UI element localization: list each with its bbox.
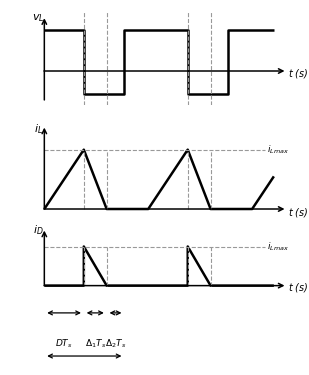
Text: $i_{Lmax}$: $i_{Lmax}$: [267, 143, 289, 156]
Text: $t$ (s): $t$ (s): [288, 206, 309, 219]
Text: $\Delta_2 T_s$: $\Delta_2 T_s$: [105, 337, 126, 350]
Text: $DT_s$: $DT_s$: [55, 337, 73, 350]
Text: $i_L$: $i_L$: [34, 122, 43, 136]
Text: $t$ (s): $t$ (s): [288, 282, 309, 294]
Text: $T_s$: $T_s$: [79, 373, 90, 375]
Text: $i_{Lmax}$: $i_{Lmax}$: [267, 240, 289, 253]
Text: $i_D$: $i_D$: [33, 223, 44, 237]
Text: $\Delta_1 T_s$: $\Delta_1 T_s$: [85, 337, 106, 350]
Text: $v_L$: $v_L$: [32, 12, 45, 24]
Text: $t$ (s): $t$ (s): [288, 67, 309, 80]
